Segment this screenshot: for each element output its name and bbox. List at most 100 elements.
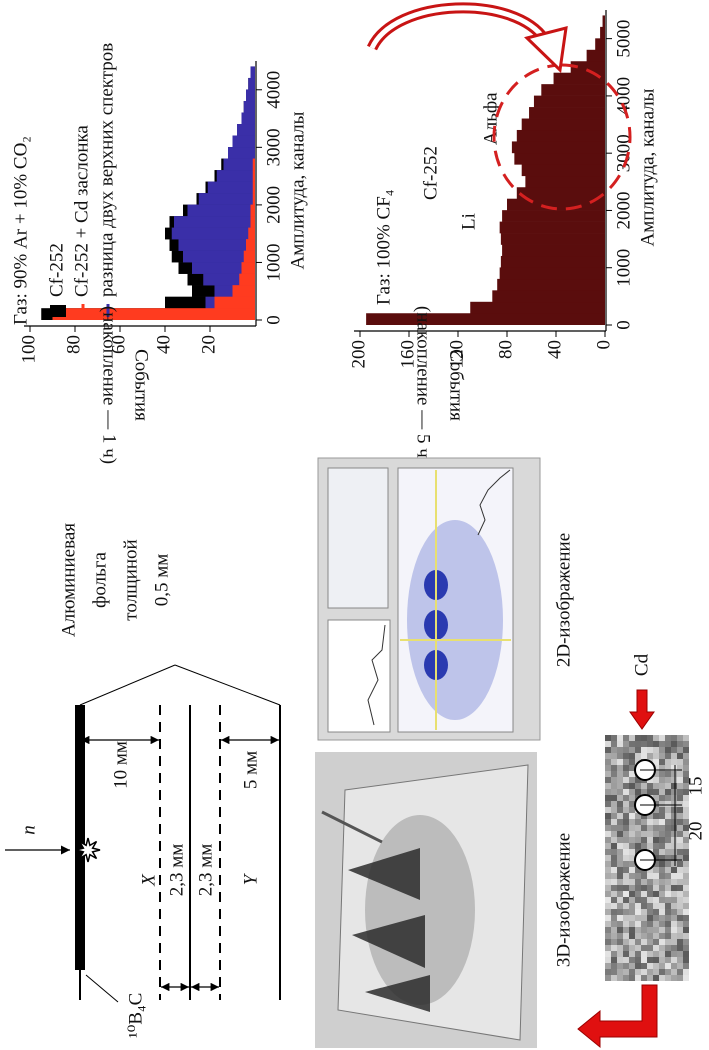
noise-cell [677, 945, 683, 951]
noise-cell [683, 903, 689, 909]
foil-label: Алюминиевая [58, 523, 79, 637]
noise-cell [605, 945, 611, 951]
noise-cell [605, 765, 611, 771]
y-tick-label: 60 [108, 335, 129, 354]
noise-cell [677, 963, 683, 969]
noise-cell [611, 831, 617, 837]
histogram-bar [521, 164, 606, 177]
noise-cell [623, 951, 629, 957]
y-tick-label: 40 [153, 335, 174, 354]
noise-cell [641, 837, 647, 843]
noise-cell [623, 837, 629, 843]
noise-cell [635, 963, 641, 969]
noise-cell [683, 855, 689, 861]
noise-cell [677, 873, 683, 879]
x-tick-label: 1000 [613, 249, 634, 287]
noise-cell [605, 819, 611, 825]
noise-cell [629, 765, 635, 771]
noise-cell [623, 897, 629, 903]
noise-cell [611, 753, 617, 759]
noise-cell [623, 939, 629, 945]
y-axis-title: (накопление — 5 ч) [413, 306, 434, 464]
noise-cell [605, 927, 611, 933]
histogram-bar [192, 262, 255, 274]
noise-cell [665, 825, 671, 831]
noise-cell [647, 789, 653, 795]
noise-cell [659, 813, 665, 819]
noise-cell [635, 843, 641, 849]
noise-cell [671, 801, 677, 807]
histogram-bar [241, 262, 255, 274]
histogram-bar [171, 227, 255, 240]
noise-cell [629, 951, 635, 957]
histogram-bar [366, 313, 605, 325]
noise-cell [677, 969, 683, 975]
noise-cell [659, 837, 665, 843]
noise-cell [665, 741, 671, 747]
histogram-bar [570, 61, 606, 73]
x-tick-label: 3000 [263, 128, 284, 166]
noise-cell [683, 837, 689, 843]
noise-cell [605, 759, 611, 765]
noise-cell [611, 927, 617, 933]
noise-cell [671, 807, 677, 813]
noise-cell [641, 915, 647, 921]
noise-cell [617, 765, 623, 771]
noise-cell [671, 777, 677, 783]
leader-line [85, 974, 119, 1003]
noise-cell [617, 819, 623, 825]
legend-label: Cf-252 + Cd заслонка [71, 125, 92, 297]
noise-cell [659, 927, 665, 933]
noise-cell [647, 963, 653, 969]
noise-image [605, 735, 689, 981]
histogram-bar [250, 216, 255, 228]
noise-cell [659, 831, 665, 837]
noise-cell [671, 735, 677, 741]
noise-cell [671, 843, 677, 849]
noise-cell [611, 825, 617, 831]
noise-cell [677, 747, 683, 753]
noise-cell [683, 741, 689, 747]
noise-cell [659, 939, 665, 945]
noise-cell [635, 951, 641, 957]
noise-cell [605, 795, 611, 801]
noise-cell [641, 873, 647, 879]
y-axis-title: События [446, 349, 467, 421]
noise-cell [605, 873, 611, 879]
noise-cell [605, 849, 611, 855]
noise-cell [677, 867, 683, 873]
spacing-label: 15 [685, 777, 706, 796]
noise-cell [623, 957, 629, 963]
noise-cell [665, 849, 671, 855]
noise-cell [671, 753, 677, 759]
surface-shade [365, 815, 475, 1005]
noise-cell [635, 957, 641, 963]
noise-cell [653, 831, 659, 837]
noise-cell [629, 753, 635, 759]
noise-cell [665, 909, 671, 915]
noise-cell [653, 741, 659, 747]
noise-cell [641, 933, 647, 939]
noise-cell [623, 789, 629, 795]
noise-cell [641, 903, 647, 909]
noise-cell [665, 855, 671, 861]
noise-cell [617, 963, 623, 969]
noise-cell [611, 867, 617, 873]
noise-cell [653, 819, 659, 825]
noise-cell [659, 975, 665, 981]
noise-cell [617, 789, 623, 795]
output-arrow [577, 984, 658, 1049]
noise-cell [671, 771, 677, 777]
noise-cell [683, 957, 689, 963]
histogram-bar [499, 221, 605, 234]
noise-cell [611, 735, 617, 741]
dimension-label: 2,3 мм [166, 844, 187, 897]
noise-cell [623, 759, 629, 765]
noise-cell [665, 759, 671, 765]
noise-cell [617, 957, 623, 963]
noise-cell [623, 873, 629, 879]
noise-cell [623, 741, 629, 747]
noise-cell [671, 783, 677, 789]
noise-cell [647, 813, 653, 819]
noise-cell [665, 807, 671, 813]
